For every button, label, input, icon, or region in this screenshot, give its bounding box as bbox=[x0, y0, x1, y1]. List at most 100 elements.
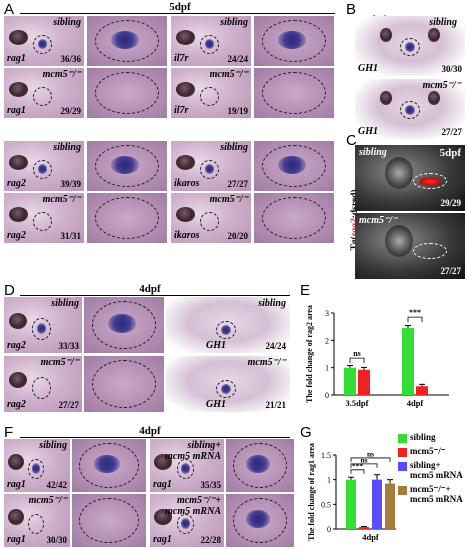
panel-f-gene-label: rag1 bbox=[153, 479, 172, 490]
zoom-circle bbox=[79, 443, 139, 488]
eye-feature bbox=[8, 207, 28, 222]
gh1-signal bbox=[221, 384, 231, 394]
zoom-circle bbox=[95, 197, 159, 239]
panel-c-fluorescence-image-1: mcm5⁻/⁻ 27/27 bbox=[355, 213, 465, 279]
panel-f-zoom-image-1 bbox=[72, 494, 146, 547]
panel-c-ratio-label: 29/29 bbox=[440, 198, 461, 208]
y-tick-label: 0 bbox=[327, 525, 331, 534]
panel-a-zoom-image-0 bbox=[87, 16, 167, 66]
stage-d: 4dpf bbox=[139, 283, 161, 295]
panel-a-ratio-label: 39/39 bbox=[60, 179, 81, 189]
bar-siblingmcm5mRNA-0 bbox=[372, 479, 382, 529]
eye-feature bbox=[8, 155, 28, 170]
left-eye bbox=[380, 28, 392, 42]
stage-a: 5dpf bbox=[169, 1, 191, 13]
zoom-circle bbox=[92, 301, 156, 349]
eye-feature bbox=[385, 157, 413, 189]
zoom-circle bbox=[262, 145, 326, 187]
thymus-signal bbox=[31, 463, 40, 474]
eye-feature bbox=[175, 155, 195, 170]
panel-a-condition-label: mcm5⁻/⁻ bbox=[42, 69, 81, 80]
chart-e: 0 1 2 3 The fold change of rag2 area 3.5dpf 4d… bbox=[305, 305, 449, 408]
thymus-region-circle bbox=[32, 35, 52, 54]
panel-f-condition-label: mcm5⁻/⁻+ mcm5 mRNA bbox=[165, 495, 221, 517]
panel-a-larva-image-2: sibling il7r 24/24 bbox=[171, 16, 251, 66]
pituitary-circle bbox=[400, 101, 420, 119]
panel-a-gene-label: rag1 bbox=[7, 53, 26, 64]
thymus-signal bbox=[181, 518, 190, 529]
stage-f: 4dpf bbox=[139, 425, 161, 437]
legend-swatch bbox=[398, 462, 407, 471]
thymus-signal bbox=[37, 39, 48, 49]
bar-mcm5-0 bbox=[359, 527, 369, 529]
zoom-circle bbox=[262, 20, 326, 62]
panel-b-head-image-0: GH1 30/30 sibling bbox=[355, 16, 465, 76]
panel-d-ratio-label: 27/27 bbox=[58, 400, 79, 410]
thymus-region-circle bbox=[199, 35, 219, 54]
panel-f-gene-label: rag1 bbox=[7, 534, 26, 545]
significance-bracket bbox=[349, 357, 365, 364]
rule-d bbox=[20, 295, 290, 296]
significance-label: ns bbox=[353, 349, 361, 358]
right-eye bbox=[428, 28, 440, 42]
y-tick-label: 1 bbox=[327, 476, 331, 485]
legend-swatch bbox=[398, 486, 407, 495]
thymus-region-circle bbox=[32, 212, 52, 231]
panel-d-zoom-image-0 bbox=[84, 297, 164, 353]
panel-d-gene-label: rag2 bbox=[7, 399, 26, 410]
zoom-signal bbox=[108, 313, 136, 334]
thymus-region-circle bbox=[199, 87, 219, 106]
thymus-region-circle bbox=[176, 514, 195, 535]
panel-a-larva-image-1: mcm5⁻/⁻ rag1 29/29 bbox=[4, 68, 84, 118]
panel-a-larva-image-6: sibling ikaros 27/27 bbox=[171, 141, 251, 191]
y-tick-label: 1.5 bbox=[321, 451, 331, 460]
panel-c-condition-label: sibling bbox=[359, 147, 387, 158]
panel-f-condition-label: sibling bbox=[39, 440, 67, 451]
panel-c-condition-label: mcm5⁻/⁻ bbox=[359, 215, 398, 226]
thymus-circle bbox=[413, 243, 447, 259]
thymus-signal bbox=[204, 39, 215, 49]
panel-a-gene-label: ikaros bbox=[174, 178, 200, 189]
bar-mcm5mcm5mRNA-0 bbox=[385, 483, 395, 529]
panel-a-condition-label: sibling bbox=[53, 142, 81, 153]
panel-d-head-image-2: sibling GH1 24/24 bbox=[166, 297, 290, 353]
bar-mcm5-1 bbox=[416, 386, 428, 395]
panel-d-ratio-label: 24/24 bbox=[265, 341, 286, 351]
panel-a-larva-image-7: mcm5⁻/⁻ ikaros 20/20 bbox=[171, 193, 251, 243]
zoom-circle bbox=[79, 498, 139, 543]
bar-sibling-0 bbox=[346, 479, 356, 529]
panel-a-gene-label: rag2 bbox=[7, 230, 26, 241]
panel-d-ratio-label: 21/21 bbox=[265, 400, 286, 410]
panel-a-ratio-label: 27/27 bbox=[227, 179, 248, 189]
panel-b-condition-label: sibling bbox=[429, 17, 457, 28]
zoom-circle bbox=[262, 72, 326, 114]
rule-a bbox=[20, 13, 335, 14]
thymus-region-circle bbox=[199, 160, 219, 179]
zoom-circle bbox=[92, 360, 156, 408]
panel-a-zoom-image-6 bbox=[254, 141, 334, 191]
significance-bracket bbox=[350, 463, 378, 468]
zoom-signal bbox=[278, 156, 306, 174]
thymus-signal bbox=[181, 463, 190, 474]
panel-b-head-image-1: GH1 27/27 mcm5⁻/⁻ bbox=[355, 79, 465, 139]
panel-a-zoom-image-4 bbox=[87, 141, 167, 191]
panel-d-gene-label: GH1 bbox=[206, 340, 226, 351]
panel-a-condition-label: mcm5⁻/⁻ bbox=[209, 69, 248, 80]
panel-d-gene-label: rag2 bbox=[7, 340, 26, 351]
eye-feature bbox=[175, 82, 195, 97]
panel-a-zoom-image-2 bbox=[254, 16, 334, 66]
zoom-circle bbox=[232, 498, 288, 543]
panel-d-condition-label: mcm5⁻/⁻ bbox=[40, 357, 79, 368]
bar-sibling-0 bbox=[344, 367, 356, 395]
eye-feature bbox=[8, 371, 28, 389]
panel-a-condition-label: sibling bbox=[220, 17, 248, 28]
eye-feature bbox=[7, 453, 24, 470]
zoom-signal bbox=[246, 509, 271, 529]
panel-b-gene-label: GH1 bbox=[358, 126, 378, 137]
y-axis-label: The fold change of rag2 area bbox=[305, 305, 314, 403]
panel-d-gene-label: GH1 bbox=[206, 399, 226, 410]
eye-feature bbox=[385, 225, 413, 257]
y-tick-label: 0.5 bbox=[321, 500, 331, 509]
panel-f-larva-image-2: sibling+ mcm5 mRNA rag1 35/35 bbox=[150, 439, 224, 492]
panel-f-condition-label: sibling+ mcm5 mRNA bbox=[165, 440, 221, 462]
